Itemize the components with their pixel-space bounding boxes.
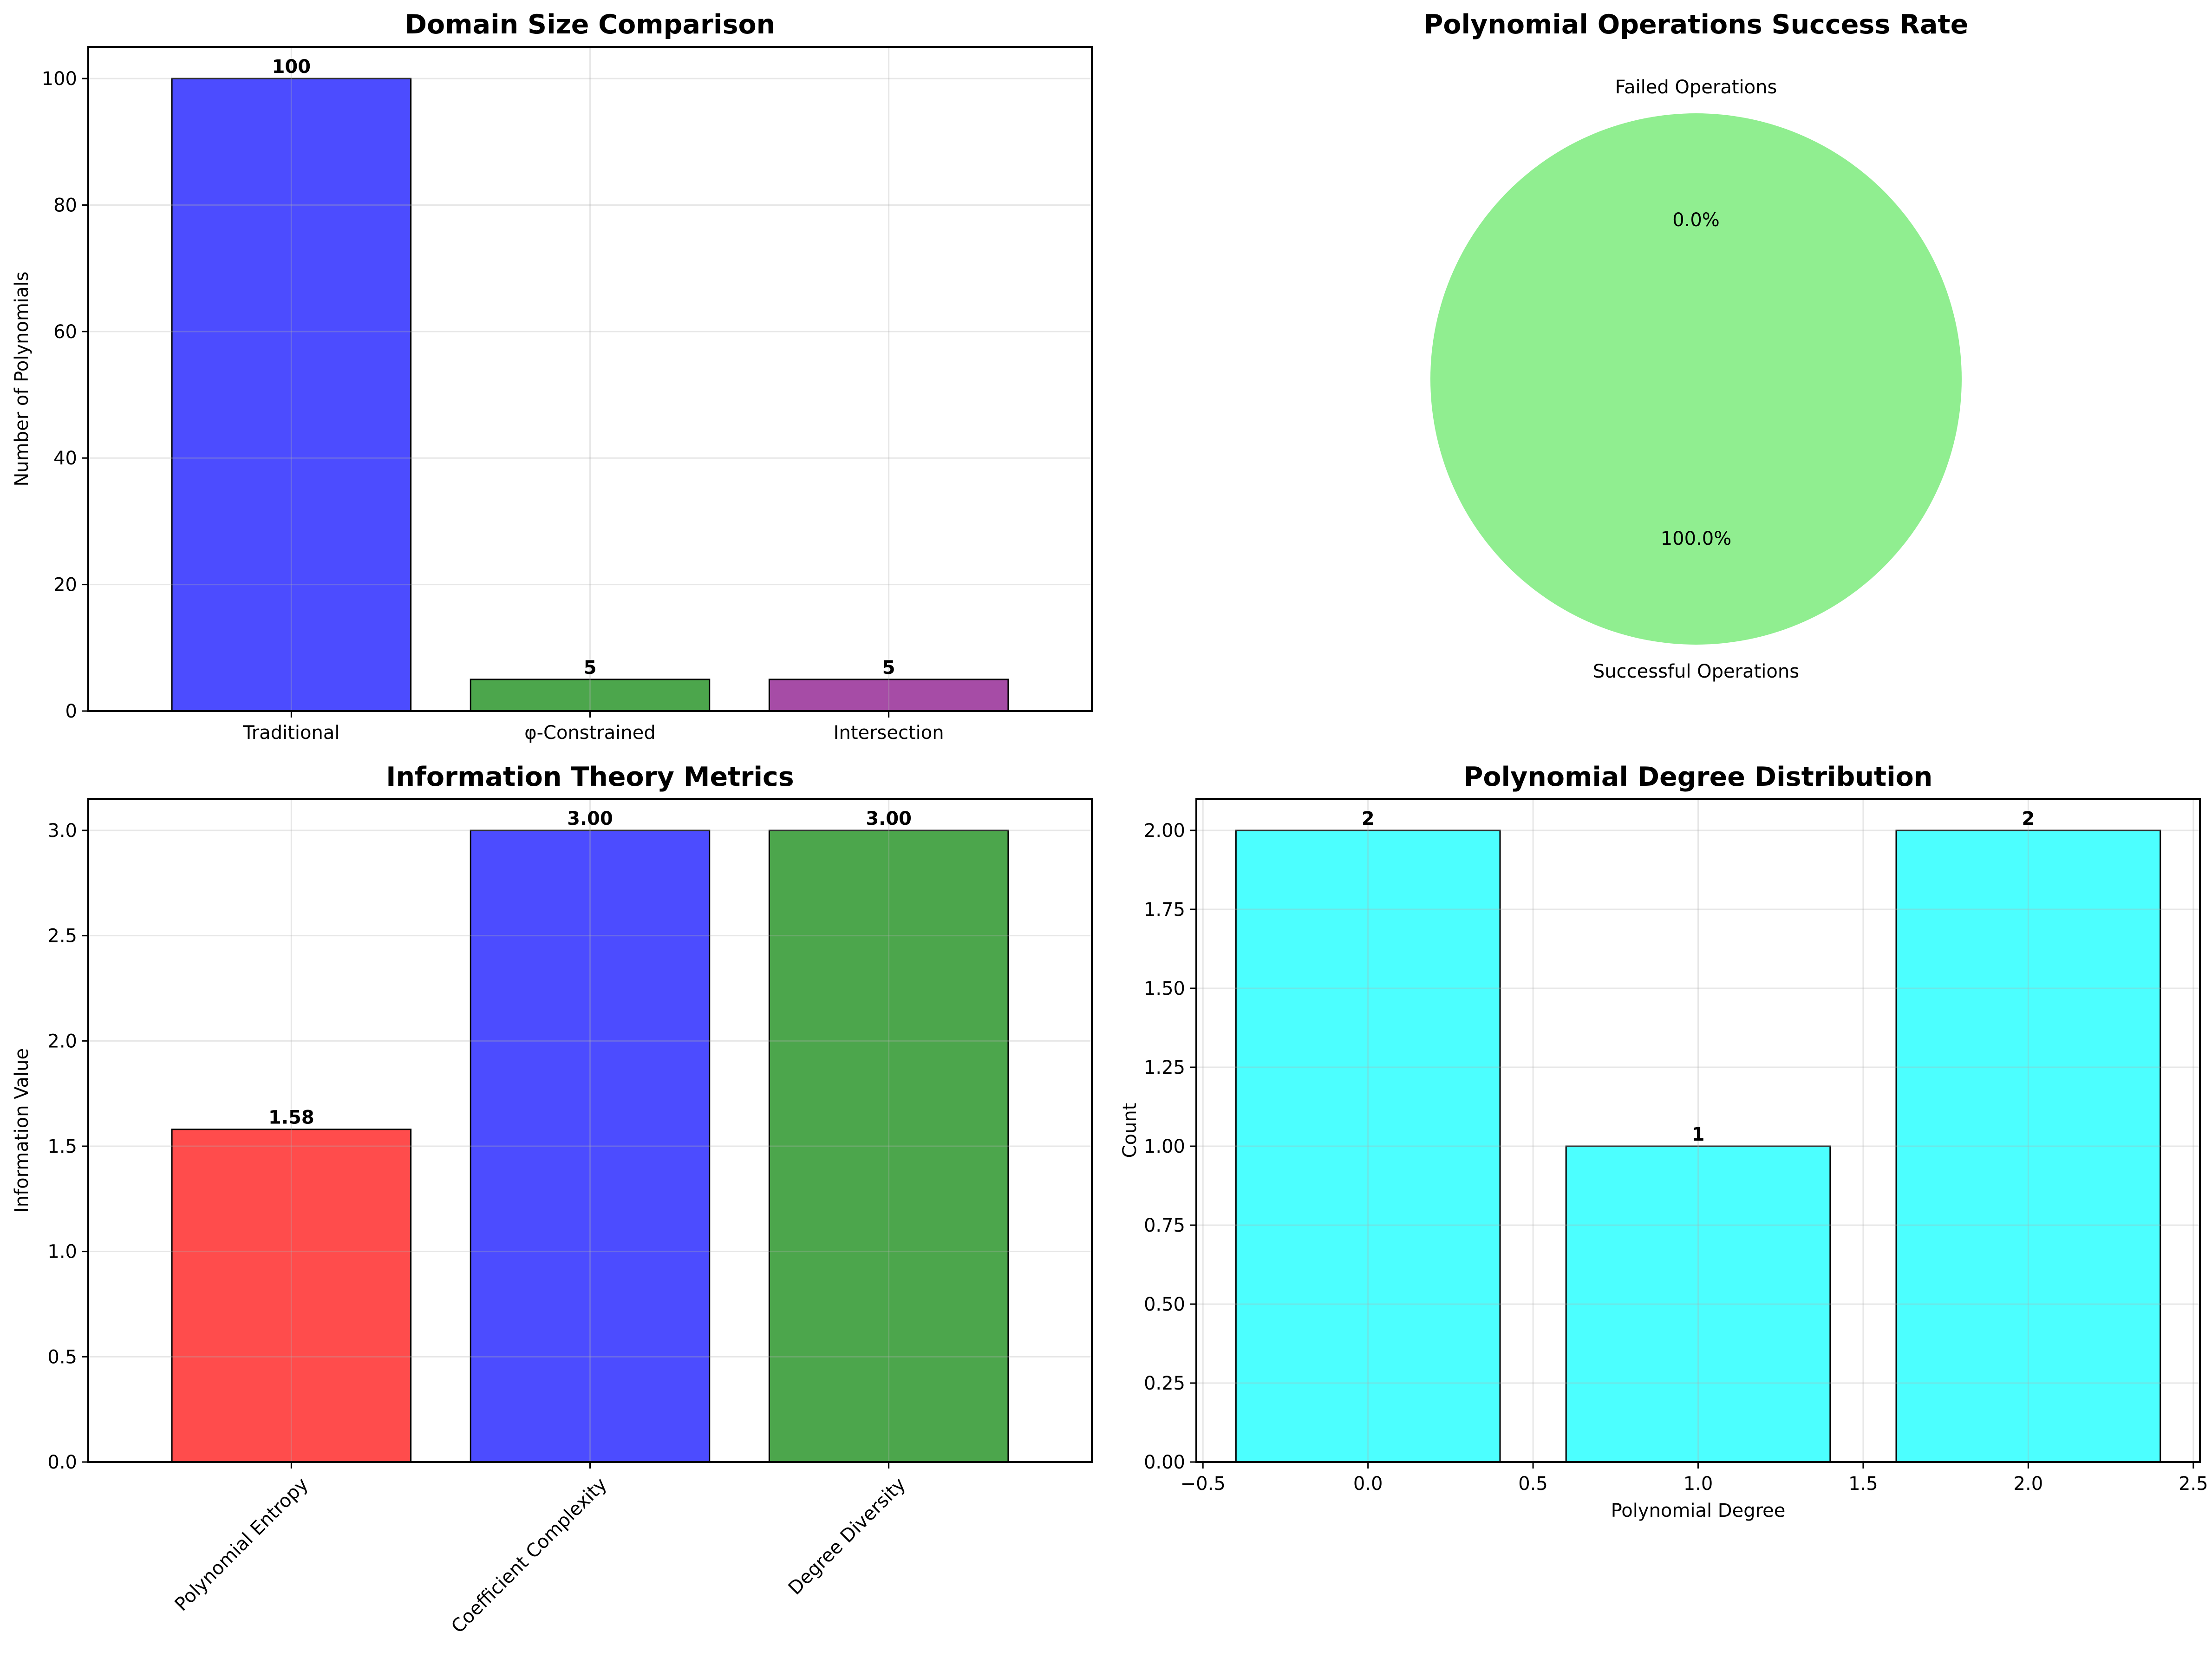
degree-ylabel: Count (1119, 1103, 1141, 1158)
domain-data-label-0: 100 (272, 56, 311, 78)
domain-ytick-label-0: 0 (65, 701, 77, 722)
info-title: Information Theory Metrics (386, 762, 794, 792)
degree-ytick-label-6: 1.50 (1144, 978, 1185, 999)
success-slice-0 (1430, 113, 1962, 645)
degree-ytick-label-7: 1.75 (1144, 899, 1185, 920)
info-xtick-label-0: Polynomial Entropy (171, 1474, 313, 1615)
info-xtick-label-1: Coefficient Complexity (447, 1474, 611, 1638)
info-ytick-label-0: 0.0 (47, 1452, 77, 1473)
degree-data-label-1: 1 (1692, 1124, 1705, 1145)
domain-data-label-1: 5 (584, 657, 597, 679)
degree-ytick-label-3: 0.75 (1144, 1215, 1185, 1236)
domain-ytick-label-5: 100 (42, 68, 77, 90)
degree-ytick-label-2: 0.50 (1144, 1294, 1185, 1315)
degree-xlabel: Polynomial Degree (1611, 1500, 1786, 1521)
info-ytick-label-4: 2.0 (47, 1031, 77, 1052)
degree-ytick-label-4: 1.00 (1144, 1136, 1185, 1157)
success-label-1: Failed Operations (1615, 77, 1777, 98)
info-bar-0 (171, 1129, 412, 1463)
degree-ytick-label-5: 1.25 (1144, 1057, 1185, 1078)
success-pct-label-1: 0.0% (1672, 209, 1720, 231)
degree-data-label-0: 2 (1362, 808, 1375, 829)
info-ytick-label-2: 1.0 (47, 1241, 77, 1263)
domain-ylabel: Number of Polynomials (11, 272, 33, 487)
info-xtick-label-2: Degree Diversity (784, 1474, 910, 1599)
info-data-label-0: 1.58 (268, 1107, 314, 1129)
info-bar-2 (768, 829, 1009, 1463)
degree-xtick-label-1: 0.0 (1353, 1473, 1383, 1495)
info-bar-1 (470, 829, 711, 1463)
domain-data-label-2: 5 (882, 657, 895, 679)
degree-xtick-label-5: 2.0 (2014, 1473, 2043, 1495)
info-ytick-label-1: 0.5 (47, 1346, 77, 1368)
degree-xtick-label-2: 0.5 (1518, 1473, 1548, 1495)
domain-bar-0 (171, 78, 412, 712)
domain-bar-1 (470, 679, 711, 712)
degree-xtick-label-6: 2.5 (2179, 1473, 2208, 1495)
domain-xtick-label-2: Intersection (834, 722, 944, 744)
domain-xtick-label-1: φ-Constrained (524, 722, 656, 744)
degree-xtick-label-0: −0.5 (1181, 1473, 1226, 1495)
domain-ytick-label-2: 40 (53, 448, 77, 469)
domain-ytick-label-1: 20 (53, 574, 77, 596)
domain-ytick-label-4: 80 (53, 195, 77, 216)
degree-bar-2 (1895, 829, 2161, 1463)
domain-ytick-label-3: 60 (53, 321, 77, 343)
degree-ytick-label-8: 2.00 (1144, 820, 1185, 842)
success-title: Polynomial Operations Success Rate (1424, 9, 1969, 40)
info-data-label-2: 3.00 (866, 808, 912, 829)
degree-xtick-label-4: 1.5 (1848, 1473, 1878, 1495)
success-label-0: Successful Operations (1593, 661, 1799, 682)
info-ylabel: Information Value (11, 1048, 33, 1213)
degree-ytick-label-0: 0.00 (1144, 1452, 1185, 1473)
degree-title: Polynomial Degree Distribution (1464, 762, 1933, 792)
domain-title: Domain Size Comparison (405, 9, 776, 40)
info-ytick-label-6: 3.0 (47, 820, 77, 842)
degree-data-label-2: 2 (2022, 808, 2035, 829)
info-data-label-1: 3.00 (567, 808, 613, 829)
degree-bar-1 (1565, 1145, 1831, 1463)
info-ytick-label-5: 2.5 (47, 926, 77, 947)
degree-xtick-label-3: 1.0 (1683, 1473, 1713, 1495)
degree-ytick-label-1: 0.25 (1144, 1373, 1185, 1394)
degree-bar-0 (1235, 829, 1501, 1463)
success-pct-label-0: 100.0% (1661, 528, 1732, 549)
domain-xtick-label-0: Traditional (242, 722, 339, 744)
info-ytick-label-3: 1.5 (47, 1136, 77, 1157)
